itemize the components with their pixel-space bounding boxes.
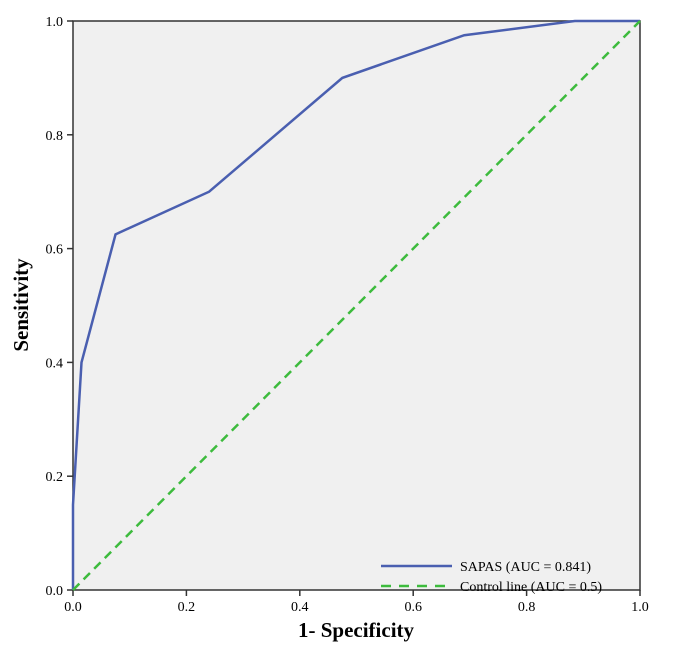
y-tick-label: 0.2	[46, 470, 64, 485]
x-tick-label: 0.6	[404, 600, 422, 615]
x-tick-label: 0.0	[64, 600, 82, 615]
y-tick-label: 0.4	[46, 356, 64, 371]
y-tick-label: 0.6	[46, 243, 64, 258]
series-line-0	[71, 19, 640, 590]
y-axis-label: Sensitivity	[9, 258, 33, 352]
y-tick-label: 0.0	[46, 584, 64, 599]
y-tick-label: 1.0	[46, 15, 64, 30]
plot-area	[72, 20, 641, 591]
legend-label: SAPAS (AUC = 0.841)	[460, 560, 591, 575]
legend: SAPAS (AUC = 0.841) Control line (AUC = 0…	[381, 560, 602, 595]
y-tick-label: 0.8	[46, 129, 64, 144]
x-axis-label: 1- Specificity	[298, 618, 415, 642]
legend-label: Control line (AUC = 0.5)	[460, 580, 602, 595]
x-tick-label: 0.4	[291, 600, 309, 615]
x-tick-label: 0.8	[518, 600, 536, 615]
x-tick-label: 1.0	[631, 600, 649, 615]
x-tick-label: 0.2	[178, 600, 196, 615]
